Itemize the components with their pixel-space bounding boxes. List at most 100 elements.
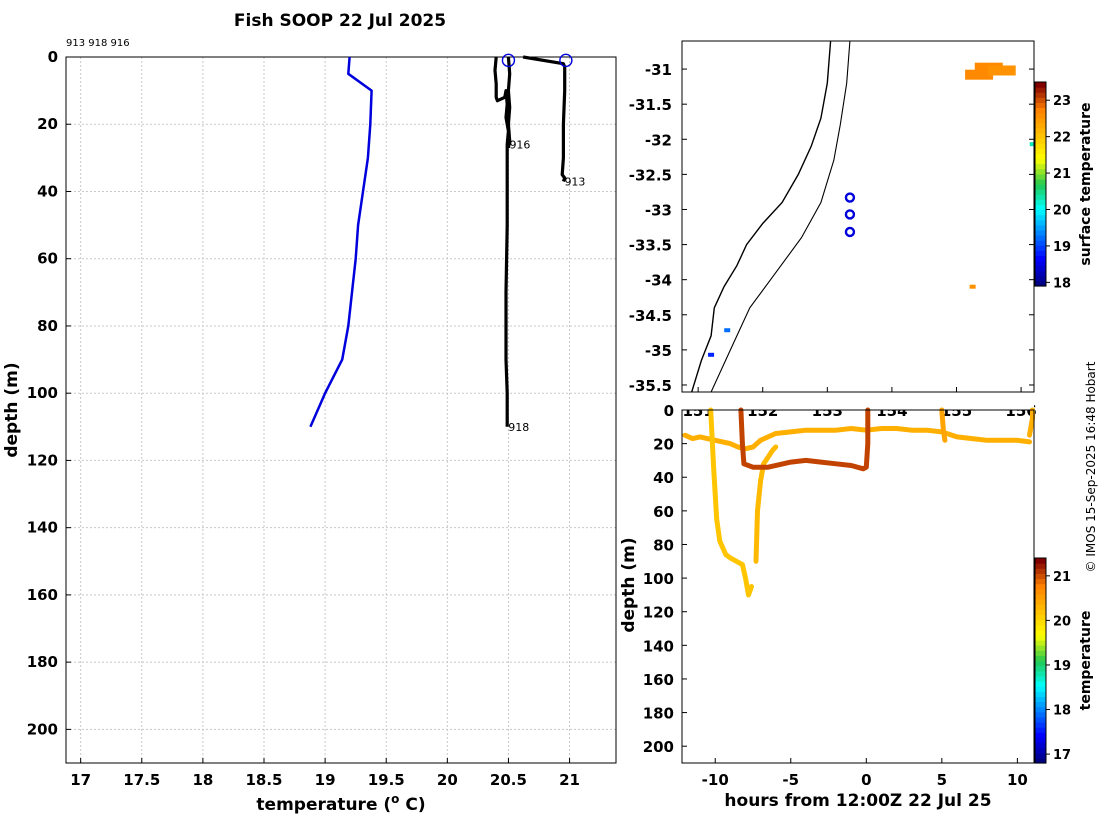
section-colorbar-band (1035, 655, 1046, 662)
profile-y-tick-label: 20 (37, 115, 58, 133)
profile-y-tick-label: 160 (27, 586, 58, 604)
profile-y-tick-label: 80 (37, 317, 58, 335)
profile-x-tick-label: 17.5 (123, 771, 160, 789)
map-colorbar-band (1035, 133, 1046, 139)
map-colorbar-band (1035, 173, 1046, 180)
sst-patch (969, 284, 976, 289)
map-colorbar-band (1035, 163, 1046, 170)
section-colorbar-band (1035, 583, 1046, 590)
section-axes-box (681, 409, 1035, 764)
map-colorbar: 18 19 20 21 22 23 surface temperature (1034, 81, 1094, 291)
sst-patch (724, 328, 731, 333)
map-colorbar-band (1035, 138, 1046, 144)
map-colorbar-band (1035, 245, 1046, 251)
map-y-tick-label: -33 (645, 201, 672, 219)
section-colorbar-band (1035, 558, 1046, 564)
section-colorbar-band (1035, 629, 1046, 636)
map-colorbar-band (1035, 250, 1046, 256)
section-colorbar-label: temperature (1078, 611, 1094, 711)
section-colorbar-band (1035, 609, 1046, 615)
map-colorbar-band (1035, 219, 1046, 226)
map-y-tick-label: -35.5 (629, 377, 672, 395)
profile-panel: 913 918 916 17 17.5 18 18.5 19 19.5 20 20.5 21 0 2… (2, 38, 617, 815)
section-x-tick-label: 0 (861, 771, 871, 789)
map-colorbar-band (1035, 280, 1046, 287)
map-colorbar-band (1035, 235, 1046, 241)
profile-x-tick-label: 18.5 (245, 771, 282, 789)
section-colorbar-band (1035, 573, 1046, 580)
map-colorbar-tick-label: 18 (1053, 276, 1071, 291)
credit-text: © IMOS 15-Sep-2025 16:48 Hobart (1084, 361, 1098, 572)
map-colorbar-band (1035, 255, 1046, 262)
section-colorbar-band (1035, 706, 1046, 713)
map-colorbar-band (1035, 204, 1046, 211)
coastline-line (691, 40, 832, 393)
section-colorbar-band (1035, 665, 1046, 672)
profile-y-tick-label: 40 (37, 182, 58, 200)
map-y-tick-label: -32 (645, 131, 672, 149)
section-y-tick-label: 140 (643, 637, 674, 655)
map-colorbar-band (1035, 117, 1046, 124)
map-colorbar-band (1035, 82, 1046, 88)
section-colorbar-tick-label: 18 (1053, 704, 1071, 719)
profile-x-tick-label: 18 (192, 771, 213, 789)
map-colorbar-band (1035, 122, 1046, 129)
map-tick-labels: -31 -31.5 -32 -32.5 -33 -33.5 -34 -34.5 -35 -35.5… (629, 61, 1037, 420)
section-y-tick-label: 180 (643, 705, 674, 723)
profile-start-marker (559, 53, 573, 68)
section-colorbar-band (1035, 568, 1046, 574)
profile-cast-label: 916 (509, 138, 530, 151)
section-x-tick-label: 5 (937, 771, 947, 789)
map-colorbar-band (1035, 153, 1046, 160)
map-colorbar-band (1035, 275, 1046, 282)
map-colorbar-label: surface temperature (1078, 102, 1094, 265)
map-colorbar-band (1035, 148, 1046, 154)
profile-grid (66, 56, 616, 763)
map-colorbar-tick-label: 19 (1053, 240, 1071, 255)
section-colorbar-band (1035, 716, 1046, 723)
map-colorbar-band (1035, 178, 1046, 185)
map-colorbar-tick-label: 23 (1053, 94, 1071, 109)
station-marker (844, 209, 856, 220)
map-y-tick-label: -32.5 (629, 166, 672, 184)
section-colorbar-frame (1034, 557, 1047, 764)
map-tick-mask (683, 404, 1034, 410)
section-track (708, 407, 754, 598)
profile-x-tick-label: 17 (70, 771, 91, 789)
profile-x-tick-label: 20 (437, 771, 458, 789)
section-y-tick-label: 80 (653, 536, 674, 554)
section-colorbar-band (1035, 681, 1046, 687)
section-colorbar-tick-label: 20 (1053, 614, 1071, 629)
map-colorbar-band (1035, 97, 1046, 103)
station-markers (844, 192, 856, 238)
map-colorbar-band (1035, 184, 1046, 190)
map-colorbar-band (1035, 260, 1046, 267)
section-x-tick-label: -10 (702, 771, 729, 789)
map-colorbar-band (1035, 224, 1046, 231)
section-colorbar-band (1035, 588, 1046, 595)
section-y-tick-label: 40 (653, 469, 674, 487)
section-x-tick-label: -5 (782, 771, 799, 789)
section-colorbar-band (1035, 737, 1046, 744)
section-colorbar-band (1035, 614, 1046, 621)
chart-title: Fish SOOP 22 Jul 2025 (234, 11, 446, 31)
map-colorbar-band (1035, 265, 1046, 272)
map-y-tick-label: -33.5 (629, 237, 672, 255)
sst-patch (708, 352, 715, 357)
profile-y-tick-label: 200 (27, 720, 58, 738)
map-y-tick-label: -34.5 (629, 307, 672, 325)
map-y-tick-label: -35 (645, 342, 672, 360)
section-colorbar-band (1035, 634, 1046, 641)
section-colorbar-band (1035, 747, 1046, 754)
section-colorbar-band (1035, 624, 1046, 631)
sst-patch (965, 69, 994, 80)
profile-x-axis-label: temperature (o C) (256, 792, 425, 815)
section-track (1027, 407, 1035, 438)
profile-line-918 (493, 56, 510, 427)
isobath-line (710, 40, 851, 393)
section-colorbar-band (1035, 670, 1046, 677)
profile-y-tick-label: 140 (27, 519, 58, 537)
map-colorbar-band (1035, 92, 1046, 98)
section-colorbar-band (1035, 619, 1046, 626)
sst-patch (987, 65, 1016, 76)
